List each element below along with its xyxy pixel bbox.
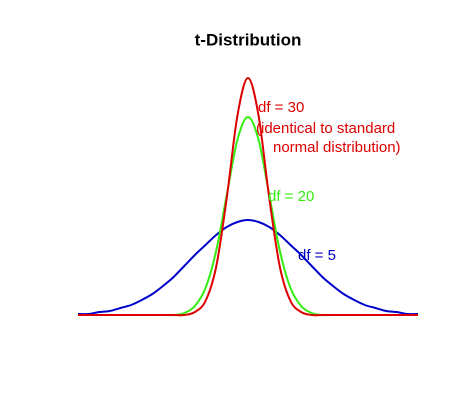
curve [77,218,419,316]
series-label: df = 5 [298,247,336,264]
series-label: df = 20 [268,188,314,205]
annotation: normal distribution) [273,139,401,156]
chart-title: t-Distribution [195,30,302,49]
curve [78,76,418,317]
annotation: (identical to standard [256,120,395,137]
series-label: df = 30 [258,99,304,116]
